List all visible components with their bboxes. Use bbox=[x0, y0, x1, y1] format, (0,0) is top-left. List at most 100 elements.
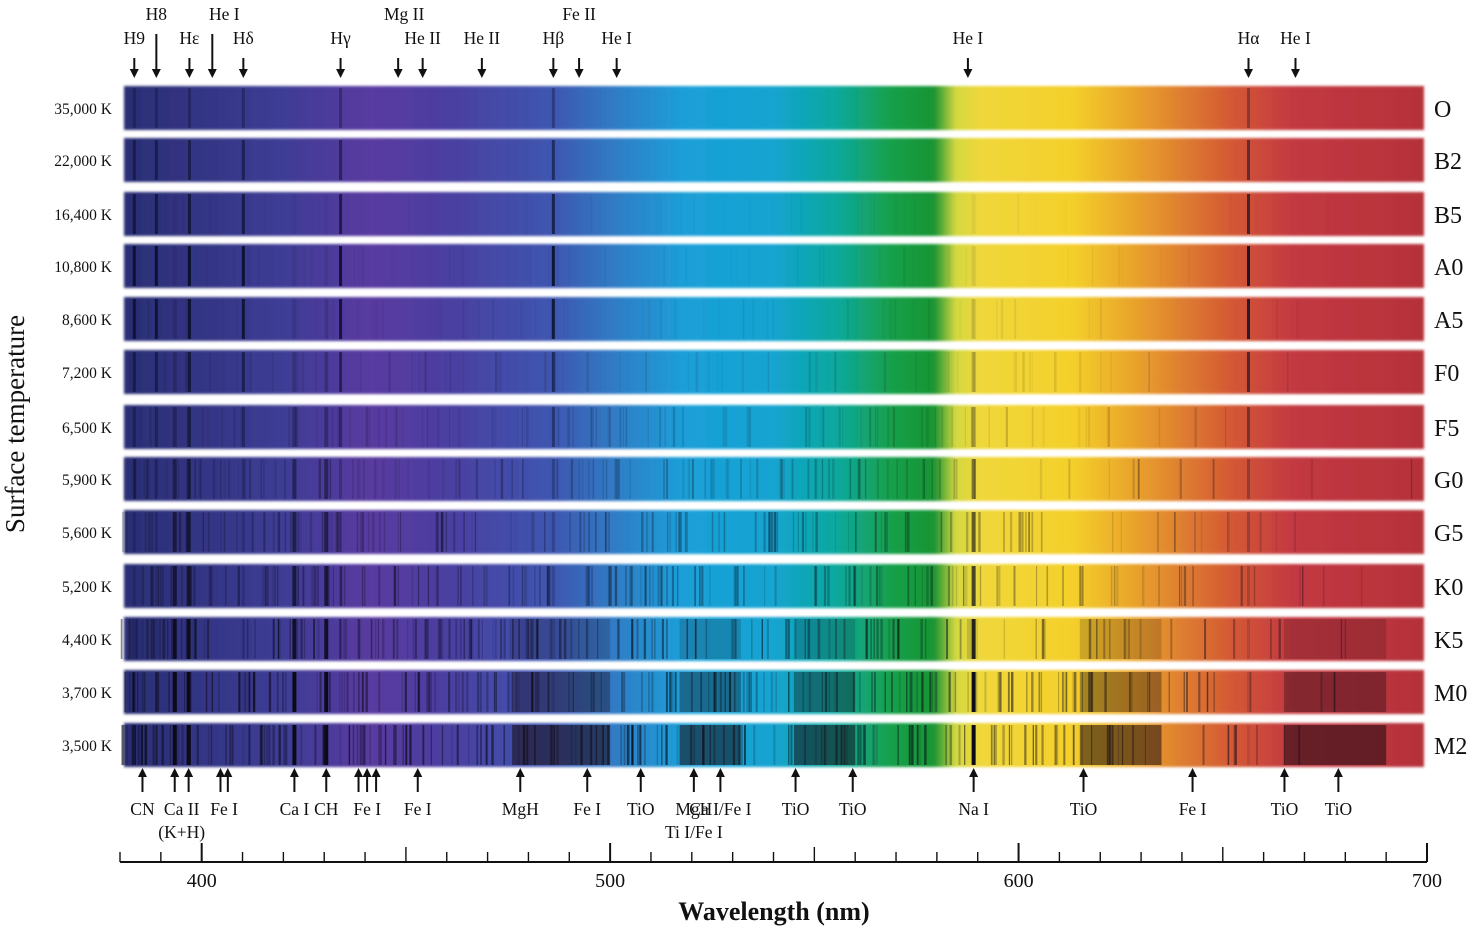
metal-line bbox=[822, 407, 825, 447]
metal-line bbox=[666, 566, 668, 606]
absorption-lines bbox=[132, 140, 1251, 180]
metal-line bbox=[604, 512, 607, 552]
metal-line bbox=[725, 459, 728, 499]
hydrogen-line bbox=[241, 566, 245, 606]
metal-line bbox=[209, 352, 211, 392]
metal-line bbox=[1124, 619, 1127, 659]
metal-line bbox=[1179, 459, 1182, 499]
metal-line bbox=[188, 352, 191, 392]
metal-line bbox=[845, 566, 847, 606]
metal-line bbox=[809, 352, 812, 392]
metal-line bbox=[617, 459, 620, 499]
metal-line bbox=[585, 619, 588, 659]
metal-line bbox=[897, 619, 900, 659]
metal-line bbox=[1038, 672, 1041, 712]
metal-line bbox=[590, 407, 592, 447]
metal-line bbox=[185, 619, 188, 659]
metal-line bbox=[713, 672, 716, 712]
metal-line bbox=[548, 672, 550, 712]
metal-line bbox=[462, 299, 465, 339]
metal-line bbox=[684, 512, 687, 552]
metal-line bbox=[800, 194, 802, 234]
metal-line bbox=[288, 407, 291, 447]
metal-line bbox=[563, 619, 567, 659]
metal-line bbox=[671, 672, 673, 712]
metal-line bbox=[271, 246, 272, 286]
metal-line bbox=[197, 725, 199, 765]
metal-line bbox=[674, 672, 677, 712]
metal-line bbox=[905, 459, 908, 499]
metal-line bbox=[743, 672, 745, 712]
metal-line bbox=[949, 725, 952, 765]
spectrum-band bbox=[124, 86, 1424, 130]
metal-line bbox=[458, 459, 461, 499]
metal-line bbox=[392, 246, 393, 286]
metal-line bbox=[915, 672, 919, 712]
metal-line bbox=[375, 194, 376, 234]
metal-line bbox=[454, 246, 455, 286]
metal-line bbox=[821, 459, 824, 499]
hydrogen-line bbox=[339, 246, 343, 286]
metal-line bbox=[672, 407, 676, 447]
metal-line bbox=[821, 672, 823, 712]
hydrogen-line bbox=[241, 352, 245, 392]
metal-line bbox=[172, 352, 177, 392]
metal-line bbox=[302, 566, 305, 606]
metal-line bbox=[481, 619, 483, 659]
metal-line bbox=[1108, 459, 1110, 499]
metal-line bbox=[1108, 619, 1111, 659]
metal-line bbox=[396, 619, 399, 659]
metal-line bbox=[904, 246, 906, 286]
metal-line bbox=[537, 672, 539, 712]
metal-line bbox=[748, 246, 750, 286]
hydrogen-line bbox=[187, 246, 191, 286]
metal-line bbox=[438, 619, 441, 659]
metal-line bbox=[1110, 352, 1112, 392]
metal-line bbox=[157, 246, 158, 286]
hydrogen-line bbox=[1247, 140, 1251, 180]
metal-line bbox=[1054, 352, 1057, 392]
metal-line bbox=[976, 619, 978, 659]
metal-line bbox=[422, 725, 425, 765]
metal-line bbox=[134, 725, 136, 765]
metal-line bbox=[909, 672, 912, 712]
metal-line bbox=[590, 407, 593, 447]
metal-line bbox=[177, 459, 179, 499]
metal-line bbox=[1118, 246, 1121, 286]
metal-line bbox=[640, 672, 644, 712]
metal-line bbox=[511, 672, 513, 712]
metal-line bbox=[1072, 672, 1075, 712]
top-line-label: He I bbox=[1280, 28, 1311, 48]
metal-line bbox=[136, 619, 138, 659]
metal-line bbox=[1088, 672, 1091, 712]
metal-line bbox=[1088, 619, 1092, 659]
metal-line bbox=[331, 299, 333, 339]
metal-line bbox=[970, 407, 973, 447]
spectral-class-label: M0 bbox=[1434, 681, 1467, 707]
metal-line bbox=[974, 459, 976, 499]
metal-line bbox=[585, 566, 588, 606]
metal-line bbox=[1026, 672, 1028, 712]
metal-line bbox=[157, 566, 159, 606]
metal-line bbox=[926, 407, 929, 447]
metal-line bbox=[1031, 512, 1034, 552]
metal-line bbox=[680, 194, 682, 234]
metal-line bbox=[699, 566, 701, 606]
metal-line bbox=[858, 459, 862, 499]
bottom-line-annotation: MgH bbox=[502, 768, 539, 819]
absorption-lines bbox=[132, 194, 1251, 234]
metal-line bbox=[248, 672, 251, 712]
metal-line bbox=[742, 672, 745, 712]
metal-line bbox=[152, 725, 155, 765]
metal-line bbox=[434, 672, 436, 712]
bottom-line-label: Fe I bbox=[353, 799, 381, 819]
metal-line bbox=[461, 672, 464, 712]
metal-line bbox=[508, 566, 511, 606]
arrowhead bbox=[515, 768, 525, 777]
metal-line bbox=[613, 459, 616, 499]
metal-line bbox=[414, 619, 417, 659]
metal-line bbox=[249, 459, 251, 499]
metal-line bbox=[330, 459, 332, 499]
hydrogen-line bbox=[154, 299, 158, 339]
metal-line bbox=[876, 566, 879, 606]
